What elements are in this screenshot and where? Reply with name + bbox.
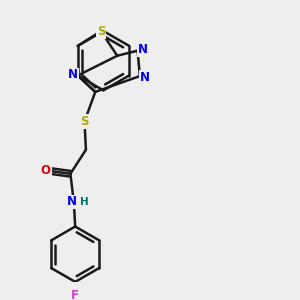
Text: S: S xyxy=(97,25,105,38)
Text: N: N xyxy=(138,43,148,56)
Text: F: F xyxy=(71,290,79,300)
Text: H: H xyxy=(80,197,89,207)
Text: N: N xyxy=(67,196,76,208)
Text: S: S xyxy=(80,115,89,128)
Text: N: N xyxy=(140,71,150,84)
Text: N: N xyxy=(68,68,78,81)
Text: O: O xyxy=(40,164,51,177)
